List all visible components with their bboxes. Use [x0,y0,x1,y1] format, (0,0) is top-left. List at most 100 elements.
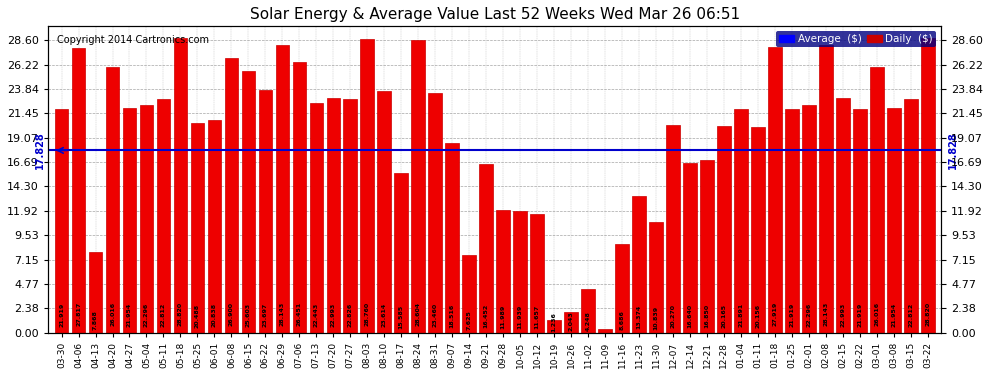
Text: 26.451: 26.451 [297,302,302,326]
Text: 27.919: 27.919 [772,302,777,326]
Bar [156,99,170,333]
Bar [564,312,578,333]
Text: 11.657: 11.657 [535,305,540,329]
Text: 20.838: 20.838 [212,303,217,327]
Bar [360,39,374,333]
Bar [683,162,697,333]
Bar [242,71,255,333]
Text: 28.760: 28.760 [364,302,370,326]
Bar [751,127,764,333]
Text: 28.143: 28.143 [280,302,285,326]
Text: 23.697: 23.697 [263,303,268,327]
Bar [225,58,239,333]
Text: 21.954: 21.954 [127,303,132,327]
Bar [735,109,747,333]
Text: 11.989: 11.989 [501,305,506,329]
Bar [496,210,510,333]
Text: 28.143: 28.143 [824,302,829,326]
Text: 1.236: 1.236 [551,312,556,332]
Bar [327,98,341,333]
Bar [870,67,884,333]
Bar [429,93,442,333]
Bar [54,108,68,333]
Text: 13.374: 13.374 [637,305,642,329]
Legend: Average  ($), Daily  ($): Average ($), Daily ($) [776,31,937,47]
Bar [531,213,544,333]
Bar [615,244,629,333]
Text: 21.891: 21.891 [739,303,743,327]
Text: 22.993: 22.993 [841,303,845,327]
Text: 23.614: 23.614 [382,303,387,327]
Bar [106,67,120,333]
Text: 22.812: 22.812 [161,303,166,327]
Text: 18.516: 18.516 [449,304,454,328]
Bar [921,38,935,333]
Bar [853,108,866,333]
Bar [700,160,714,333]
Bar [598,329,612,333]
Bar [785,108,799,333]
Text: 7.625: 7.625 [466,310,471,330]
Title: Solar Energy & Average Value Last 52 Weeks Wed Mar 26 06:51: Solar Energy & Average Value Last 52 Wee… [249,7,740,22]
Text: 20.156: 20.156 [755,303,760,328]
Text: 25.603: 25.603 [246,302,250,327]
Bar [717,126,731,333]
Text: 22.826: 22.826 [347,303,352,327]
Text: 21.919: 21.919 [59,303,64,327]
Text: 22.296: 22.296 [144,303,148,327]
Bar [140,105,153,333]
Bar [819,45,833,333]
Bar [802,105,816,333]
Bar [768,47,782,333]
Text: 16.452: 16.452 [484,304,489,328]
Bar [71,48,85,333]
Bar [887,108,901,333]
Text: 27.817: 27.817 [76,302,81,326]
Text: 20.488: 20.488 [195,303,200,328]
Bar [479,165,493,333]
Bar [310,103,323,333]
Text: 22.993: 22.993 [331,303,336,327]
Bar [547,320,561,333]
Text: 26.900: 26.900 [229,302,234,326]
Bar [904,99,918,333]
Bar [462,255,476,333]
Text: 21.919: 21.919 [789,303,794,327]
Text: 16.850: 16.850 [705,304,710,328]
Text: 22.443: 22.443 [314,303,319,327]
Bar [836,98,849,333]
Text: 28.820: 28.820 [926,302,931,326]
Bar [377,91,391,333]
Text: 22.812: 22.812 [908,303,913,327]
Bar [649,222,662,333]
Text: 16.640: 16.640 [687,304,692,328]
Text: 21.954: 21.954 [891,303,896,327]
Bar [394,173,408,333]
Bar [514,211,527,333]
Bar [446,143,459,333]
Text: 11.939: 11.939 [518,305,523,329]
Text: 28.604: 28.604 [416,302,421,326]
Bar [412,40,425,333]
Text: 28.820: 28.820 [178,302,183,326]
Bar [581,290,595,333]
Bar [292,62,306,333]
Bar [208,120,221,333]
Text: 7.868: 7.868 [93,310,98,330]
Text: 26.016: 26.016 [874,302,879,326]
Text: 4.248: 4.248 [585,311,591,331]
Text: 8.686: 8.686 [620,310,625,330]
Bar [173,38,187,333]
Bar [123,108,137,333]
Text: 17.828: 17.828 [35,132,45,169]
Bar [666,125,680,333]
Bar [191,123,204,333]
Text: 15.585: 15.585 [399,304,404,328]
Bar [633,196,645,333]
Text: Copyright 2014 Cartronics.com: Copyright 2014 Cartronics.com [56,35,209,45]
Bar [89,252,102,333]
Text: 10.839: 10.839 [653,305,658,330]
Text: 2.043: 2.043 [568,312,573,332]
Text: 22.296: 22.296 [807,303,812,327]
Text: 21.919: 21.919 [857,303,862,327]
